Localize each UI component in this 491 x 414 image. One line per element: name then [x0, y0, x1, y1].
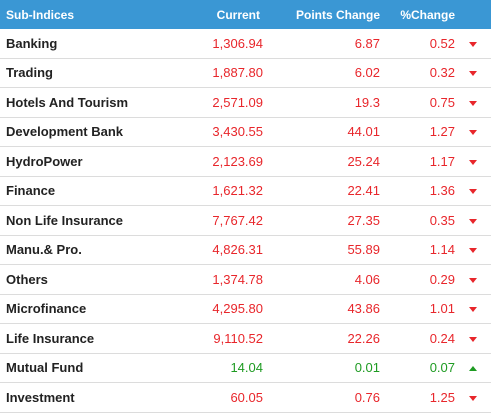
current-value: 4,295.80 — [212, 301, 263, 317]
arrow-down-icon — [469, 218, 477, 224]
current-value: 9,110.52 — [213, 330, 263, 346]
percent-change-value: 0.32 — [429, 65, 455, 81]
header-percent-change[interactable]: %Change — [400, 7, 455, 22]
points-change-value: 22.26 — [347, 330, 380, 346]
table-row[interactable]: Investment 60.05 0.76 1.25 — [0, 383, 491, 413]
points-change-value: 0.01 — [354, 360, 380, 376]
trend-cell — [455, 213, 491, 228]
arrow-down-icon — [469, 248, 477, 254]
trend-cell — [455, 272, 491, 287]
trend-cell — [455, 390, 491, 405]
current-value: 1,306.94 — [212, 35, 263, 51]
current-value: 1,887.80 — [212, 65, 263, 81]
current-value: 2,571.09 — [212, 94, 263, 110]
current-value: 60.05 — [230, 389, 263, 405]
percent-change-value: 1.14 — [429, 242, 455, 258]
table-row[interactable]: Development Bank 3,430.55 44.01 1.27 — [0, 118, 491, 147]
table-row[interactable]: Non Life Insurance 7,767.42 27.35 0.35 — [0, 206, 491, 236]
percent-change-value: 0.52 — [429, 35, 455, 51]
table-row[interactable]: HydroPower 2,123.69 25.24 1.17 — [0, 147, 491, 177]
current-value: 7,767.42 — [212, 212, 263, 228]
arrow-down-icon — [469, 41, 477, 47]
percent-change-value: 0.75 — [429, 94, 455, 110]
trend-cell — [455, 124, 491, 139]
percent-change-value: 0.07 — [429, 360, 455, 376]
table-row[interactable]: Microfinance 4,295.80 43.86 1.01 — [0, 295, 491, 324]
trend-cell — [455, 301, 491, 316]
current-value: 4,826.31 — [212, 242, 263, 258]
sub-index-name[interactable]: Non Life Insurance — [6, 212, 124, 228]
arrow-down-icon — [469, 395, 477, 401]
table-row[interactable]: Banking 1,306.94 6.87 0.52 — [0, 29, 491, 59]
percent-change-value: 1.01 — [429, 301, 455, 317]
sub-index-name[interactable]: Trading — [6, 65, 53, 81]
arrow-down-icon — [469, 277, 477, 283]
sub-index-name[interactable]: HydroPower — [6, 153, 83, 169]
table-row[interactable]: Others 1,374.78 4.06 0.29 — [0, 265, 491, 295]
sub-index-name[interactable]: Development Bank — [6, 124, 124, 140]
trend-cell — [455, 331, 491, 346]
arrow-down-icon — [469, 100, 477, 106]
points-change-value: 44.01 — [347, 124, 380, 140]
points-change-value: 27.35 — [347, 212, 380, 228]
table-row[interactable]: Manu.& Pro. 4,826.31 55.89 1.14 — [0, 236, 491, 265]
percent-change-value: 0.29 — [429, 271, 455, 287]
sub-index-name[interactable]: Finance — [6, 183, 56, 199]
points-change-value: 6.87 — [354, 35, 380, 51]
points-change-value: 55.89 — [347, 242, 380, 258]
points-change-value: 6.02 — [354, 65, 380, 81]
arrow-down-icon — [469, 130, 477, 136]
current-value: 1,374.78 — [212, 271, 263, 287]
percent-change-value: 0.24 — [429, 330, 455, 346]
arrow-down-icon — [469, 71, 477, 77]
trend-cell — [455, 95, 491, 110]
sub-index-name[interactable]: Banking — [6, 35, 58, 51]
points-change-value: 19.3 — [354, 94, 380, 110]
table-row[interactable]: Trading 1,887.80 6.02 0.32 — [0, 59, 491, 88]
arrow-up-icon — [469, 366, 477, 372]
percent-change-value: 1.25 — [429, 389, 455, 405]
trend-cell — [455, 154, 491, 169]
percent-change-value: 1.36 — [429, 183, 455, 199]
header-points-change[interactable]: Points Change — [295, 7, 380, 22]
points-change-value: 4.06 — [354, 271, 380, 287]
header-sub-indices[interactable]: Sub-Indices — [6, 7, 75, 22]
trend-cell — [455, 242, 491, 257]
table-row[interactable]: Life Insurance 9,110.52 22.26 0.24 — [0, 324, 491, 354]
arrow-down-icon — [469, 159, 477, 165]
trend-cell — [455, 65, 491, 80]
trend-cell — [455, 36, 491, 51]
table-body: Banking 1,306.94 6.87 0.52 Trading 1,887.80 6.… — [0, 29, 491, 413]
points-change-value: 25.24 — [347, 153, 380, 169]
percent-change-value: 1.27 — [429, 124, 455, 140]
arrow-down-icon — [469, 307, 477, 313]
table-row[interactable]: Hotels And Tourism 2,571.09 19.3 0.75 — [0, 88, 491, 118]
table-row[interactable]: Finance 1,621.32 22.41 1.36 — [0, 177, 491, 206]
current-value: 1,621.32 — [212, 183, 263, 199]
percent-change-value: 1.17 — [429, 153, 455, 169]
sub-index-name[interactable]: Hotels And Tourism — [6, 94, 129, 110]
sub-index-name[interactable]: Others — [6, 271, 48, 287]
sub-index-name[interactable]: Mutual Fund — [6, 360, 84, 376]
trend-cell — [455, 183, 491, 198]
current-value: 14.04 — [230, 360, 263, 376]
arrow-down-icon — [469, 336, 477, 342]
current-value: 2,123.69 — [212, 153, 263, 169]
table-header: Sub-Indices Current Points Change %Chang… — [0, 0, 491, 29]
table-row[interactable]: Mutual Fund 14.04 0.01 0.07 — [0, 354, 491, 383]
points-change-value: 22.41 — [347, 183, 380, 199]
sub-index-name[interactable]: Microfinance — [6, 301, 87, 317]
header-current[interactable]: Current — [216, 7, 260, 22]
points-change-value: 0.76 — [354, 389, 380, 405]
current-value: 3,430.55 — [212, 124, 263, 140]
percent-change-value: 0.35 — [429, 212, 455, 228]
trend-cell — [455, 360, 491, 375]
sub-index-name[interactable]: Manu.& Pro. — [6, 242, 82, 258]
sub-index-name[interactable]: Investment — [6, 389, 75, 405]
sub-index-name[interactable]: Life Insurance — [6, 330, 95, 346]
points-change-value: 43.86 — [347, 301, 380, 317]
arrow-down-icon — [469, 189, 477, 195]
